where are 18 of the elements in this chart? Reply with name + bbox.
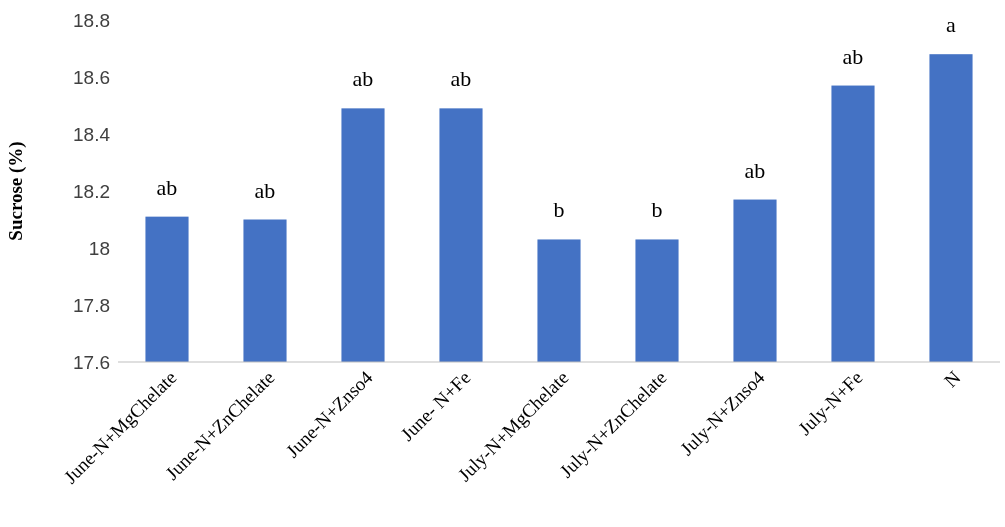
y-tick-label: 18.4 xyxy=(73,123,111,145)
y-tick-label: 17.6 xyxy=(73,351,110,373)
x-tick-label: N xyxy=(939,366,965,392)
annotation: b xyxy=(553,197,565,223)
y-axis-title: Sucrose (%) xyxy=(5,141,27,241)
y-tick-label: 18.2 xyxy=(73,180,110,202)
annotation: a xyxy=(946,12,957,38)
annotation: ab xyxy=(352,66,374,92)
y-tick-label: 18.8 xyxy=(73,9,110,31)
annotation: ab xyxy=(254,177,276,203)
annotation: b xyxy=(651,197,663,223)
annotation: ab xyxy=(156,174,178,200)
annotation: ab xyxy=(450,66,472,92)
y-tick-label: 18.6 xyxy=(73,66,110,88)
y-tick-label: 18 xyxy=(88,237,110,259)
annotation: ab xyxy=(744,157,766,183)
y-tick-label: 17.8 xyxy=(73,294,110,316)
annotation: ab xyxy=(842,43,864,69)
